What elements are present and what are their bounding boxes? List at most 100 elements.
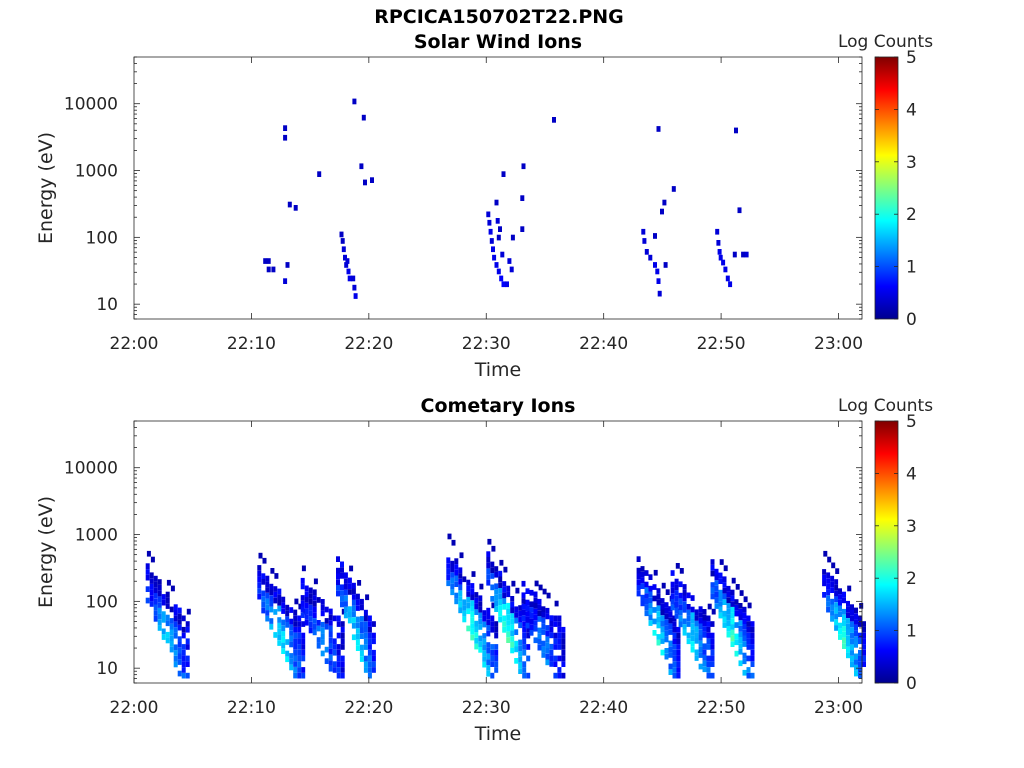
heatmap-cell [498,226,502,232]
heatmap-cell [549,632,554,639]
heatmap-cell [486,211,491,218]
heatmap-cell [470,623,475,629]
heatmap-cell [324,658,329,664]
heatmap-cell [281,602,286,609]
heatmap-cell [719,559,724,565]
heatmap-cell [359,604,364,611]
heatmap-cell [149,578,154,584]
heatmap-cell [862,644,866,650]
heatmap-cell [734,599,739,605]
heatmap-cell [660,621,665,627]
heatmap-cell [672,649,677,656]
heatmap-cell [301,649,306,656]
heatmap-cell [640,583,645,589]
heatmap-cell [177,607,182,614]
heatmap-cell [157,585,162,591]
heatmap-cell [298,603,303,610]
heatmap-cell [545,648,550,654]
heatmap-cell [173,644,178,651]
heatmap-cell [858,615,862,622]
heatmap-cell [490,561,495,568]
heatmap-cell [336,590,340,597]
heatmap-cell [328,620,333,626]
heatmap-cell [487,538,492,545]
heatmap-cell [537,610,542,617]
heatmap-cell [676,626,681,633]
heatmap-cell [355,628,360,634]
heatmap-cell [514,606,519,613]
heatmap-cell [750,621,755,627]
heatmap-cell [742,658,747,665]
heatmap-cell [710,570,715,577]
heatmap-cell [533,614,538,621]
heatmap-cell [660,626,665,633]
heatmap-cell [682,618,687,625]
heatmap-cell [672,661,677,667]
heatmap-cell [336,632,341,639]
heatmap-cell [553,661,558,667]
heatmap-cell [672,644,677,650]
heatmap-cell [545,630,550,637]
heatmap-cell [273,597,278,604]
heatmap-cell [265,604,270,610]
heatmap-cell [300,577,305,584]
heatmap-cell [359,621,364,628]
heatmap-cell [363,655,368,662]
heatmap-cell [261,607,266,614]
heatmap-cell [706,672,711,679]
heatmap-cell [660,598,665,604]
heatmap-cell [831,562,836,569]
heatmap-cell [340,567,344,573]
heatmap-cell [165,603,170,609]
heatmap-cell [537,644,542,651]
heatmap-cell [500,251,505,258]
heatmap-cell [648,603,653,609]
colorbar-tick-label: 2 [906,569,917,589]
heatmap-cell [277,634,282,641]
heatmap-cell [743,596,748,603]
heatmap-cell [293,644,298,650]
heatmap-cell [502,592,507,599]
heatmap-cell [283,125,288,131]
heatmap-cell [343,578,348,584]
heatmap-cell [494,262,499,268]
heatmap-cell [698,617,703,624]
heatmap-cell [265,610,270,616]
heatmap-cell [181,661,186,667]
heatmap-cell [502,627,507,633]
heatmap-cell [682,629,687,636]
heatmap-cell [340,661,345,667]
heatmap-cell [177,636,182,642]
heatmap-cell [850,610,854,616]
heatmap-cell [165,591,170,598]
heatmap-cells [263,98,749,299]
heatmap-cell [644,581,649,588]
heatmap-cell [672,632,677,639]
colorbar-tick-label: 4 [906,100,917,120]
heatmap-cell [450,583,455,590]
heatmap-cell [842,597,846,604]
heatmap-cell [826,595,831,602]
heatmap-cell [714,597,719,604]
heatmap-cell [714,591,719,598]
heatmap-cell [157,613,162,620]
heatmap-cell [367,621,372,627]
heatmap-cell [726,608,731,615]
heatmap-cell [686,632,691,639]
heatmap-cell [261,573,266,579]
heatmap-cell [277,617,282,623]
heatmap-cell [842,608,846,615]
heatmap-cell [672,626,677,633]
heatmap-cell [491,545,496,552]
heatmap-cell [690,629,695,636]
heatmap-cell [470,583,475,589]
heatmap-cell [328,625,333,632]
heatmap-cell [269,583,274,590]
heatmap-cell [300,583,305,590]
heatmap-cell [502,598,507,604]
heatmap-cell [660,632,665,639]
heatmap-cell [718,595,723,602]
heatmap-cell [710,661,715,667]
heatmap-cell [313,578,318,585]
heatmap-cell [498,616,503,623]
